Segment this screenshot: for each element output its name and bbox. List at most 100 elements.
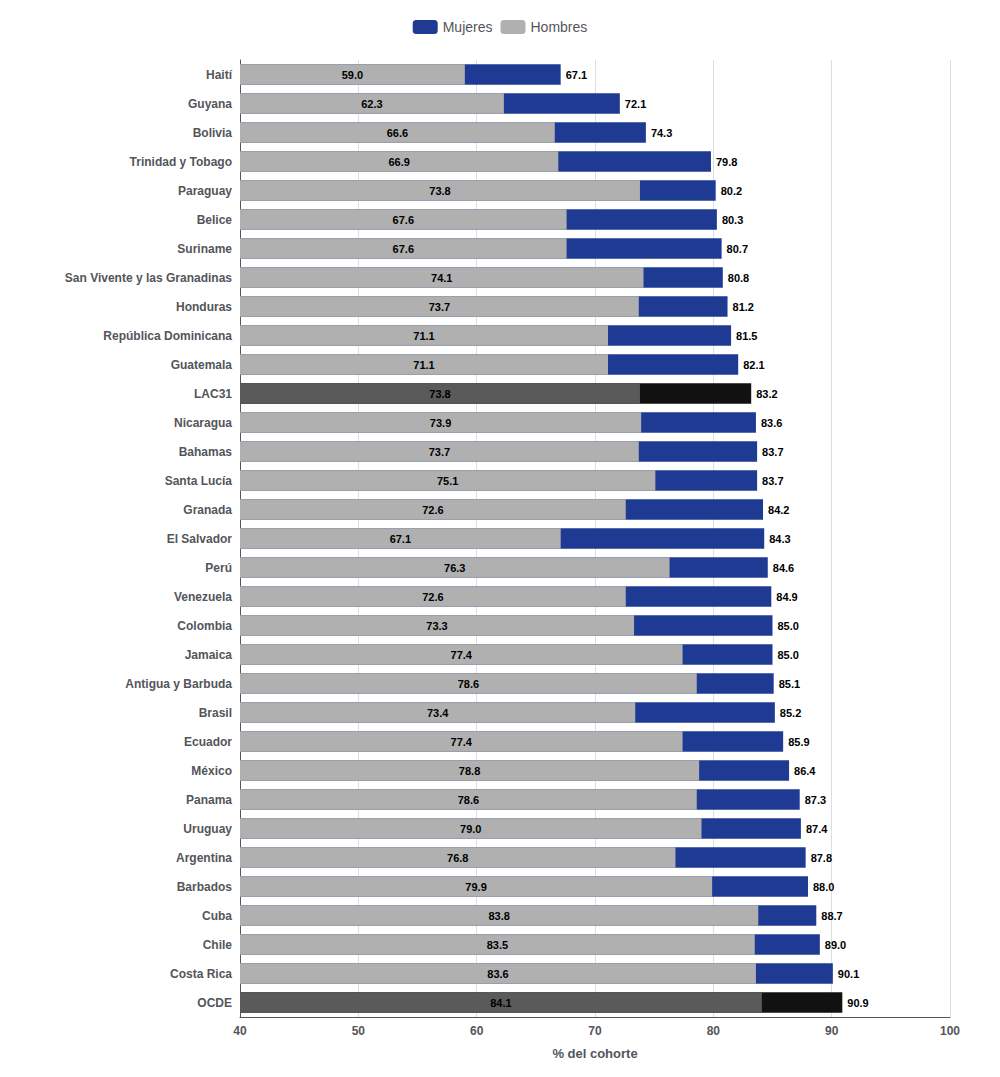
- svg-text:Hombres: Hombres: [531, 19, 588, 35]
- svg-text:83.8: 83.8: [488, 910, 509, 922]
- svg-text:89.0: 89.0: [825, 939, 846, 951]
- svg-text:80.2: 80.2: [721, 185, 742, 197]
- svg-text:78.6: 78.6: [458, 794, 479, 806]
- svg-text:79.0: 79.0: [460, 823, 481, 835]
- svg-text:80.7: 80.7: [727, 243, 748, 255]
- svg-text:66.9: 66.9: [388, 156, 409, 168]
- svg-text:Barbados: Barbados: [177, 880, 233, 894]
- svg-text:83.2: 83.2: [756, 388, 777, 400]
- svg-text:50: 50: [352, 1024, 366, 1038]
- svg-text:El Salvador: El Salvador: [167, 532, 233, 546]
- svg-text:Suriname: Suriname: [177, 242, 232, 256]
- svg-text:81.2: 81.2: [733, 301, 754, 313]
- svg-text:71.1: 71.1: [413, 330, 434, 342]
- svg-text:Jamaica: Jamaica: [185, 648, 233, 662]
- svg-text:73.8: 73.8: [429, 388, 450, 400]
- svg-text:84.1: 84.1: [490, 997, 511, 1009]
- svg-text:85.9: 85.9: [788, 736, 809, 748]
- svg-text:85.0: 85.0: [778, 620, 799, 632]
- svg-text:73.3: 73.3: [426, 620, 447, 632]
- svg-text:76.8: 76.8: [447, 852, 468, 864]
- svg-text:Brasil: Brasil: [199, 706, 232, 720]
- svg-text:84.2: 84.2: [768, 504, 789, 516]
- svg-text:80.3: 80.3: [722, 214, 743, 226]
- svg-text:84.3: 84.3: [769, 533, 790, 545]
- svg-text:Paraguay: Paraguay: [178, 184, 232, 198]
- svg-text:75.1: 75.1: [437, 475, 458, 487]
- svg-text:Antigua y Barbuda: Antigua y Barbuda: [125, 677, 232, 691]
- svg-text:72.1: 72.1: [625, 98, 646, 110]
- svg-text:87.4: 87.4: [806, 823, 828, 835]
- svg-text:60: 60: [470, 1024, 484, 1038]
- svg-text:85.2: 85.2: [780, 707, 801, 719]
- svg-text:74.3: 74.3: [651, 127, 672, 139]
- svg-text:Costa Rica: Costa Rica: [170, 967, 232, 981]
- svg-text:84.9: 84.9: [776, 591, 797, 603]
- svg-text:78.6: 78.6: [458, 678, 479, 690]
- svg-text:Trinidad y Tobago: Trinidad y Tobago: [130, 155, 232, 169]
- svg-text:90.9: 90.9: [847, 997, 868, 1009]
- svg-text:Ecuador: Ecuador: [184, 735, 232, 749]
- svg-text:62.3: 62.3: [361, 98, 382, 110]
- svg-text:Colombia: Colombia: [177, 619, 232, 633]
- svg-text:Uruguay: Uruguay: [183, 822, 232, 836]
- svg-text:Argentina: Argentina: [176, 851, 232, 865]
- svg-text:67.6: 67.6: [393, 243, 414, 255]
- svg-text:77.4: 77.4: [451, 736, 473, 748]
- svg-text:Cuba: Cuba: [202, 909, 232, 923]
- svg-text:83.6: 83.6: [761, 417, 782, 429]
- svg-text:80: 80: [707, 1024, 721, 1038]
- svg-text:83.7: 83.7: [762, 475, 783, 487]
- svg-text:84.6: 84.6: [773, 562, 794, 574]
- svg-text:México: México: [191, 764, 232, 778]
- svg-text:83.7: 83.7: [762, 446, 783, 458]
- svg-text:72.6: 72.6: [422, 504, 443, 516]
- svg-text:Venezuela: Venezuela: [174, 590, 232, 604]
- svg-text:77.4: 77.4: [451, 649, 473, 661]
- svg-text:67.1: 67.1: [566, 69, 587, 81]
- svg-text:71.1: 71.1: [413, 359, 434, 371]
- svg-text:Honduras: Honduras: [176, 300, 232, 314]
- svg-text:74.1: 74.1: [431, 272, 452, 284]
- svg-text:Nicaragua: Nicaragua: [174, 416, 232, 430]
- svg-text:73.8: 73.8: [429, 185, 450, 197]
- svg-text:Haití: Haití: [206, 68, 233, 82]
- svg-text:Bolivia: Bolivia: [193, 126, 233, 140]
- svg-text:Belice: Belice: [197, 213, 233, 227]
- svg-text:Mujeres: Mujeres: [443, 19, 493, 35]
- svg-text:OCDE: OCDE: [197, 996, 232, 1010]
- svg-text:73.7: 73.7: [429, 301, 450, 313]
- svg-text:87.8: 87.8: [811, 852, 832, 864]
- svg-text:Chile: Chile: [203, 938, 233, 952]
- svg-text:73.7: 73.7: [429, 446, 450, 458]
- svg-text:Panama: Panama: [186, 793, 232, 807]
- svg-text:73.4: 73.4: [427, 707, 449, 719]
- svg-text:San Vivente y las Granadinas: San Vivente y las Granadinas: [65, 271, 233, 285]
- svg-text:79.9: 79.9: [465, 881, 486, 893]
- svg-text:100: 100: [940, 1024, 960, 1038]
- svg-text:83.6: 83.6: [487, 968, 508, 980]
- svg-text:72.6: 72.6: [422, 591, 443, 603]
- svg-text:59.0: 59.0: [342, 69, 363, 81]
- svg-text:70: 70: [588, 1024, 602, 1038]
- svg-text:Perú: Perú: [205, 561, 232, 575]
- svg-text:67.6: 67.6: [393, 214, 414, 226]
- svg-text:83.5: 83.5: [487, 939, 508, 951]
- svg-text:% del cohorte: % del cohorte: [552, 1046, 637, 1061]
- svg-text:85.0: 85.0: [778, 649, 799, 661]
- svg-text:78.8: 78.8: [459, 765, 480, 777]
- svg-text:República Dominicana: República Dominicana: [103, 329, 232, 343]
- svg-text:90: 90: [825, 1024, 839, 1038]
- svg-text:66.6: 66.6: [387, 127, 408, 139]
- svg-text:Bahamas: Bahamas: [179, 445, 233, 459]
- svg-text:87.3: 87.3: [805, 794, 826, 806]
- svg-text:79.8: 79.8: [716, 156, 737, 168]
- svg-text:76.3: 76.3: [444, 562, 465, 574]
- svg-text:Santa Lucía: Santa Lucía: [165, 474, 233, 488]
- svg-text:85.1: 85.1: [779, 678, 800, 690]
- svg-text:86.4: 86.4: [794, 765, 816, 777]
- svg-text:Guyana: Guyana: [188, 97, 232, 111]
- svg-text:90.1: 90.1: [838, 968, 859, 980]
- svg-text:88.7: 88.7: [821, 910, 842, 922]
- svg-text:LAC31: LAC31: [194, 387, 232, 401]
